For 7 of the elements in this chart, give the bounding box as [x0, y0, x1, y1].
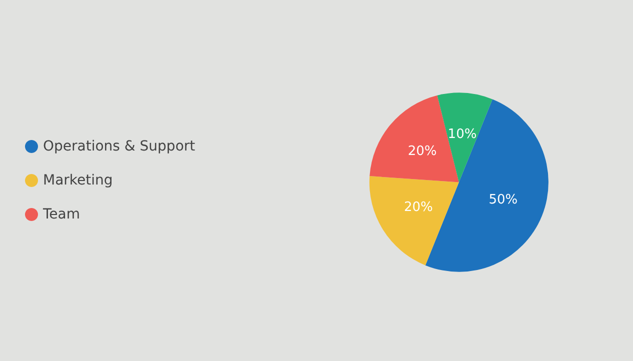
data-label: 20% — [408, 144, 437, 160]
legend-label: Operations & Support — [43, 138, 196, 154]
data-label: 10% — [448, 127, 477, 142]
legend-label: Marketing — [43, 172, 113, 188]
legend-label: Team — [42, 206, 80, 222]
data-label: 50% — [488, 192, 518, 208]
data-label: 20% — [404, 200, 433, 216]
